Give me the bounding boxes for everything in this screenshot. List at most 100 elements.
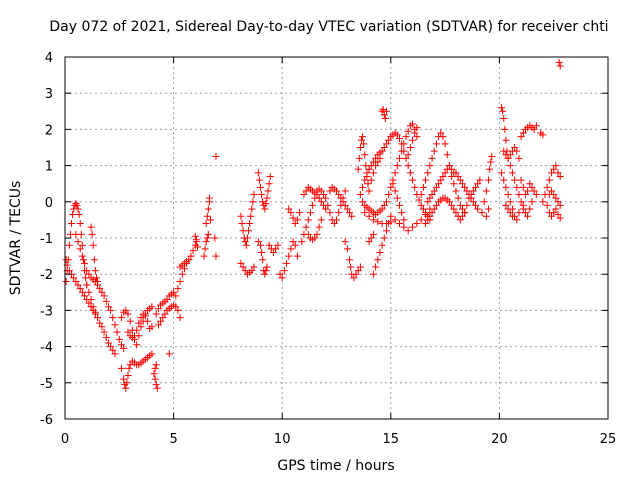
data-point [380, 111, 388, 119]
data-point [259, 256, 267, 264]
data-point [174, 306, 182, 314]
data-point [126, 317, 134, 325]
data-point [430, 205, 438, 213]
data-point [404, 151, 412, 159]
data-point [391, 216, 399, 224]
data-point [450, 205, 458, 213]
data-point [319, 201, 327, 209]
data-point [426, 212, 434, 220]
y-tick-label: 3 [45, 87, 53, 102]
data-point [417, 216, 425, 224]
data-point [92, 274, 100, 282]
x-tick-label: 10 [274, 432, 291, 447]
data-point [426, 162, 434, 170]
y-tick-label: -1 [40, 232, 53, 247]
data-point [238, 220, 246, 228]
data-point [201, 245, 209, 253]
data-point [385, 191, 393, 199]
data-point [450, 180, 458, 188]
data-point [432, 183, 440, 191]
data-point [183, 258, 191, 266]
data-point [519, 183, 527, 191]
data-point [511, 144, 519, 151]
data-point [133, 341, 141, 349]
data-point [521, 191, 529, 199]
data-point [422, 176, 430, 184]
data-point [285, 252, 293, 260]
data-point [435, 180, 443, 188]
data-point [415, 196, 423, 204]
data-point [359, 183, 367, 191]
data-point [552, 205, 560, 213]
data-point [256, 183, 264, 191]
data-point [243, 234, 251, 242]
data-point [352, 270, 360, 278]
data-point [264, 187, 272, 195]
data-point [262, 200, 270, 208]
data-point [382, 140, 390, 148]
data-point [270, 248, 278, 256]
data-point [309, 201, 317, 209]
data-point [369, 230, 377, 238]
data-point [302, 187, 310, 195]
data-point [443, 151, 451, 159]
data-point [422, 210, 430, 218]
data-point [152, 381, 160, 389]
data-point [526, 205, 534, 213]
data-point [176, 277, 184, 285]
data-point [359, 133, 367, 141]
data-point [513, 147, 521, 155]
data-point [474, 180, 482, 188]
data-point [364, 180, 372, 188]
data-point [259, 198, 267, 206]
data-point [402, 154, 410, 162]
data-point [445, 162, 453, 170]
data-point [458, 180, 466, 188]
data-point [554, 169, 562, 177]
data-point [150, 370, 158, 378]
data-point [79, 256, 87, 264]
data-point [120, 375, 128, 383]
data-point [380, 144, 388, 151]
data-point [548, 212, 556, 220]
data-point [322, 194, 330, 202]
data-point [100, 328, 108, 336]
data-point [172, 292, 180, 300]
data-point [432, 201, 440, 209]
data-point [476, 176, 484, 184]
data-point [313, 191, 321, 199]
data-point [404, 162, 412, 170]
data-point [458, 205, 466, 213]
data-point [413, 124, 421, 132]
data-point [472, 183, 480, 191]
data-point [247, 212, 255, 220]
data-point [178, 270, 186, 278]
data-point [456, 201, 464, 209]
x-tick-label: 15 [383, 432, 400, 447]
data-point [448, 165, 456, 173]
data-point [524, 212, 532, 220]
data-point [204, 230, 212, 238]
data-point [441, 169, 449, 177]
data-point [246, 220, 254, 228]
data-point [165, 350, 173, 358]
data-point [474, 205, 482, 213]
data-point [91, 267, 99, 275]
data-point [124, 372, 132, 380]
data-point [109, 346, 117, 354]
data-point [109, 314, 117, 322]
data-point [135, 319, 143, 327]
data-point [285, 205, 293, 213]
data-point [501, 125, 509, 133]
data-point [272, 245, 280, 253]
data-point [172, 303, 180, 311]
data-point [152, 310, 160, 318]
data-point [437, 129, 445, 137]
data-point [472, 201, 480, 209]
data-point [319, 191, 327, 199]
data-point [359, 198, 367, 206]
data-point [78, 241, 86, 249]
data-point [170, 288, 178, 296]
data-point [504, 154, 512, 162]
